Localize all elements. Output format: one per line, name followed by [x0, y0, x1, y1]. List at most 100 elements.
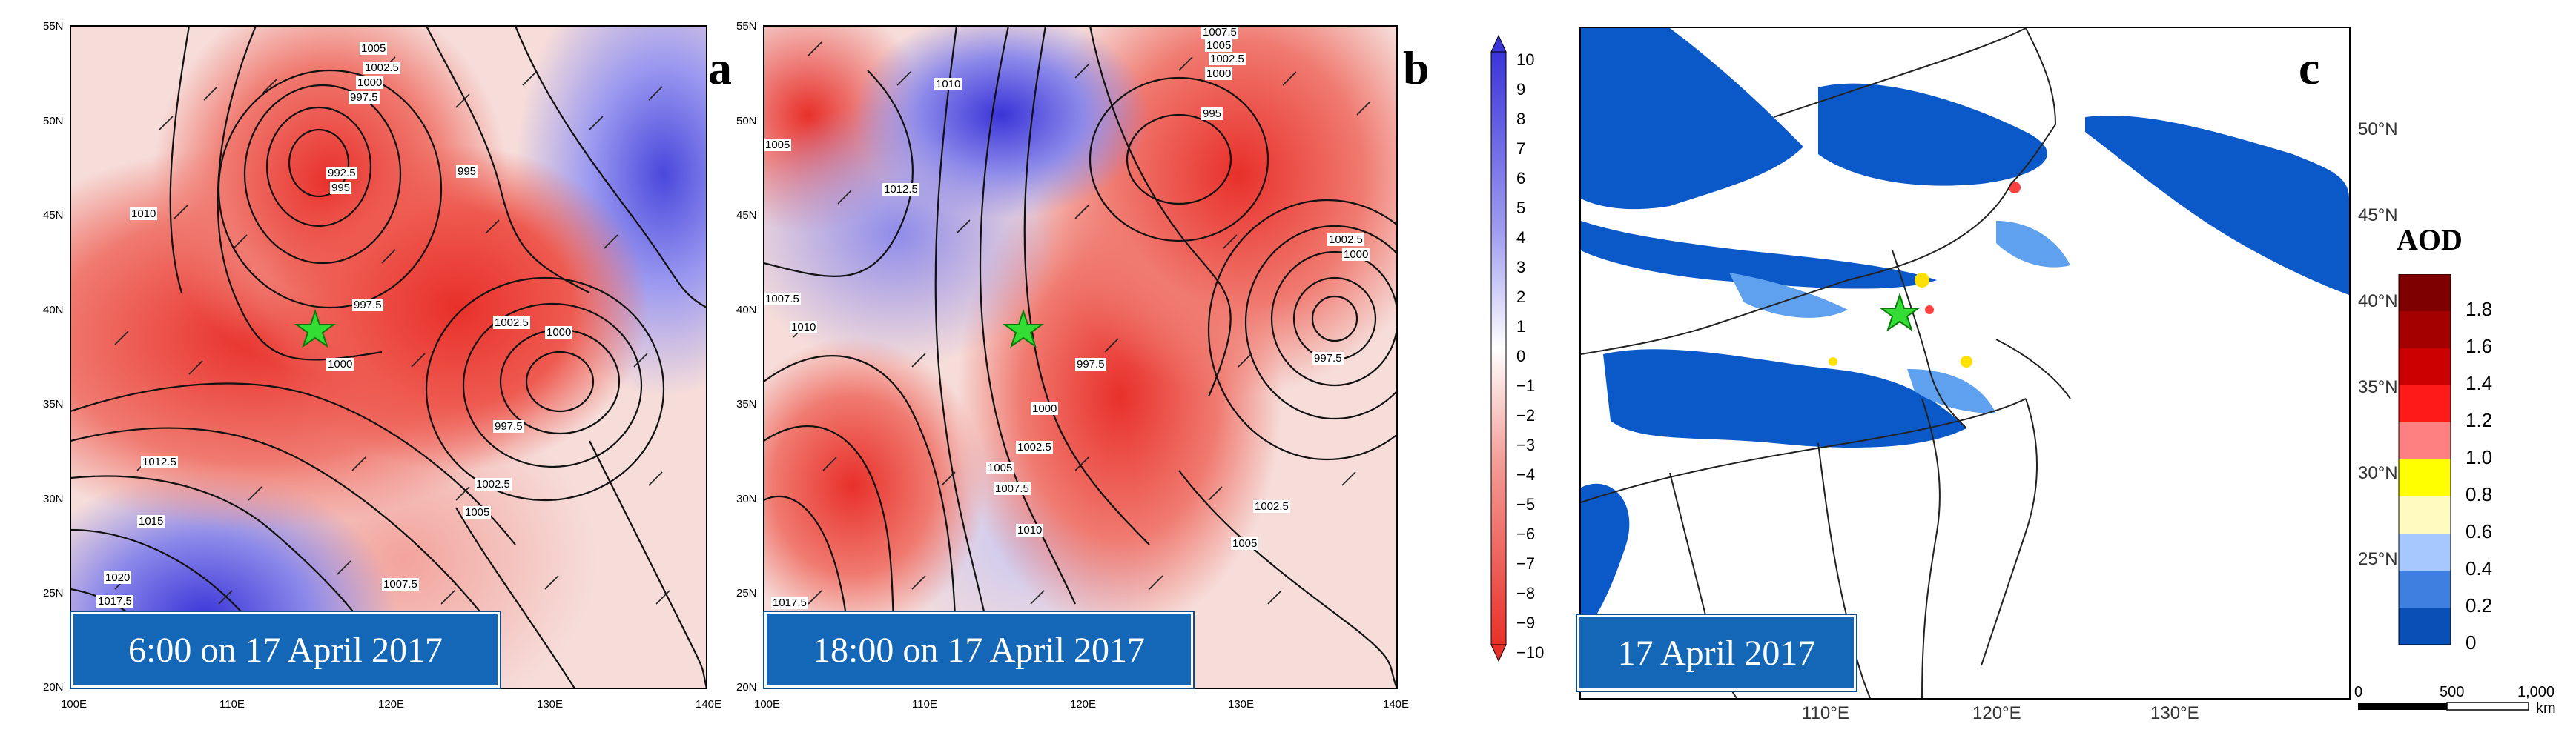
aod-legend: 1.8 1.6 1.4 1.2 1.0 0.8 0.6 0.4 0.2 0	[2398, 274, 2492, 654]
isobar-label: 1005	[360, 42, 388, 55]
y-tick-label: 30N	[736, 493, 757, 505]
panel-label-a: a	[708, 41, 732, 94]
aod-swatch	[2399, 274, 2451, 311]
colorbar-tick: −6	[1516, 525, 1535, 543]
isobar-label: 1002.5	[1253, 500, 1290, 513]
isobar-label: 1000	[1205, 67, 1233, 80]
colorbar-tick: 1	[1516, 317, 1525, 336]
lon-label: 130°E	[2150, 703, 2199, 723]
isobar-label: 997.5	[1312, 352, 1344, 365]
aod-tick: 0.4	[2466, 557, 2492, 579]
isobar-label: 1005	[764, 139, 792, 151]
caption-box-b: 18:00 on 17 April 2017	[764, 612, 1193, 688]
y-tick-label: 45N	[43, 209, 64, 222]
colorbar-tick: 3	[1516, 258, 1525, 276]
colorbar-tick: 4	[1516, 228, 1525, 247]
lon-label: 110°E	[1802, 703, 1849, 723]
isobar-label: 1000	[356, 76, 384, 89]
aod-tick: 0.8	[2466, 483, 2492, 505]
colorbar-tick: 2	[1516, 288, 1525, 306]
isobar-label: 997.5	[1075, 358, 1106, 371]
colorbar-tick: −8	[1516, 584, 1535, 602]
isobar-label: 1007.5	[764, 293, 801, 305]
isobar-label: 1017.5	[771, 597, 808, 609]
isobar-label: 1012.5	[882, 183, 919, 196]
isobar-label: 1005	[1205, 39, 1233, 52]
caption-box-c: 17 April 2017	[1577, 615, 1856, 691]
colorbar-tick: 8	[1516, 110, 1525, 128]
panel-label-b: b	[1403, 41, 1430, 94]
aod-swatch	[2399, 385, 2451, 422]
panel-b-map: 1007.5 1005 1002.5 1000 995 1010 1005 10…	[764, 26, 1397, 688]
colorbar-tick: −9	[1516, 614, 1535, 632]
isobar-label: 1015	[137, 515, 165, 528]
y-tick-label: 45N	[736, 209, 757, 222]
aod-swatch	[2399, 534, 2451, 571]
y-tick-label: 25N	[43, 587, 64, 599]
aod-swatch	[2399, 571, 2451, 608]
x-tick-label: 140E	[1383, 698, 1409, 711]
panel-c-axes: 50°N 45°N 40°N 35°N 30°N 25°N 110°E 120°…	[1802, 119, 2398, 723]
isobar-label: 1010	[130, 207, 158, 220]
aod-tick: 1.6	[2466, 335, 2492, 357]
aod-tick: 1.4	[2466, 372, 2492, 394]
isobar-label: 1005	[986, 462, 1014, 474]
panel-c-map	[1579, 27, 2351, 700]
aod-tick: 1.2	[2466, 409, 2492, 431]
colorbar-tick: 7	[1516, 139, 1525, 158]
panel-a-map: 1005 1002.5 1000 997.5 992.5 995 995 101…	[70, 26, 707, 688]
y-tick-label: 25N	[736, 587, 757, 599]
x-tick-label: 140E	[696, 698, 721, 711]
lat-label: 25°N	[2358, 549, 2398, 569]
colorbar-tick: 5	[1516, 199, 1525, 217]
isobar-label: 995	[330, 182, 352, 194]
beijing-star-icon	[1878, 292, 1921, 332]
aod-tick: 0	[2466, 631, 2476, 654]
isobar-label: 1002.5	[475, 478, 512, 491]
isobar-label: 997.5	[493, 420, 524, 433]
aod-swatch	[2399, 608, 2451, 645]
beijing-star-icon	[1002, 308, 1045, 348]
x-tick-label: 130E	[537, 698, 563, 711]
lat-label: 40°N	[2358, 291, 2398, 311]
isobar-label: 1010	[1016, 524, 1044, 537]
isobar-label: 1007.5	[1201, 26, 1238, 39]
isobar-label: 997.5	[352, 299, 383, 311]
isobar-label: 1005	[463, 506, 492, 519]
isobar-label: 1000	[326, 358, 354, 371]
aod-legend-title: AOD	[2397, 223, 2463, 256]
aod-tick: 0.6	[2466, 520, 2492, 542]
y-tick-label: 50N	[43, 115, 64, 127]
colorbar-tick: −3	[1516, 436, 1535, 454]
scale-bar: 0 500 1,000 km	[2354, 684, 2556, 717]
colorbar-tick: 9	[1516, 80, 1525, 99]
x-tick-label: 100E	[754, 698, 780, 711]
scale-unit: km	[2536, 700, 2556, 717]
aod-tick: 1.8	[2466, 298, 2492, 320]
x-tick-label: 120E	[378, 698, 404, 711]
isobar-label: 1000	[1031, 402, 1059, 415]
isobar-label: 1007.5	[382, 578, 419, 591]
isobar-label: 1002.5	[363, 62, 400, 74]
isobar-label: 1010	[790, 321, 818, 333]
isobar-label: 1002.5	[1209, 53, 1246, 65]
aod-swatch	[2399, 422, 2451, 459]
panel-label-c: c	[2299, 41, 2320, 94]
isobar-label: 1000	[1342, 248, 1370, 261]
isobar-label: 1005	[1231, 537, 1259, 550]
isobar-label: 1012.5	[141, 456, 178, 468]
lat-label: 45°N	[2358, 205, 2398, 225]
y-tick-label: 35N	[736, 398, 757, 411]
y-tick-label: 55N	[736, 20, 757, 33]
aod-swatch	[2399, 348, 2451, 385]
y-tick-label: 50N	[736, 115, 757, 127]
isobar-label: 1017.5	[96, 595, 133, 608]
isobar-label: 1000	[545, 326, 573, 339]
scale-label: 500	[2440, 684, 2464, 700]
aod-swatch	[2399, 496, 2451, 534]
isobar-label: 995	[1201, 107, 1223, 120]
isobar-label: 997.5	[349, 91, 380, 104]
isobar-label: 1002.5	[493, 316, 530, 329]
isobar-label: 992.5	[326, 167, 357, 179]
panel-b-axes: 55N 50N 45N 40N 35N 30N 25N 20N 100E 110…	[736, 20, 1409, 711]
